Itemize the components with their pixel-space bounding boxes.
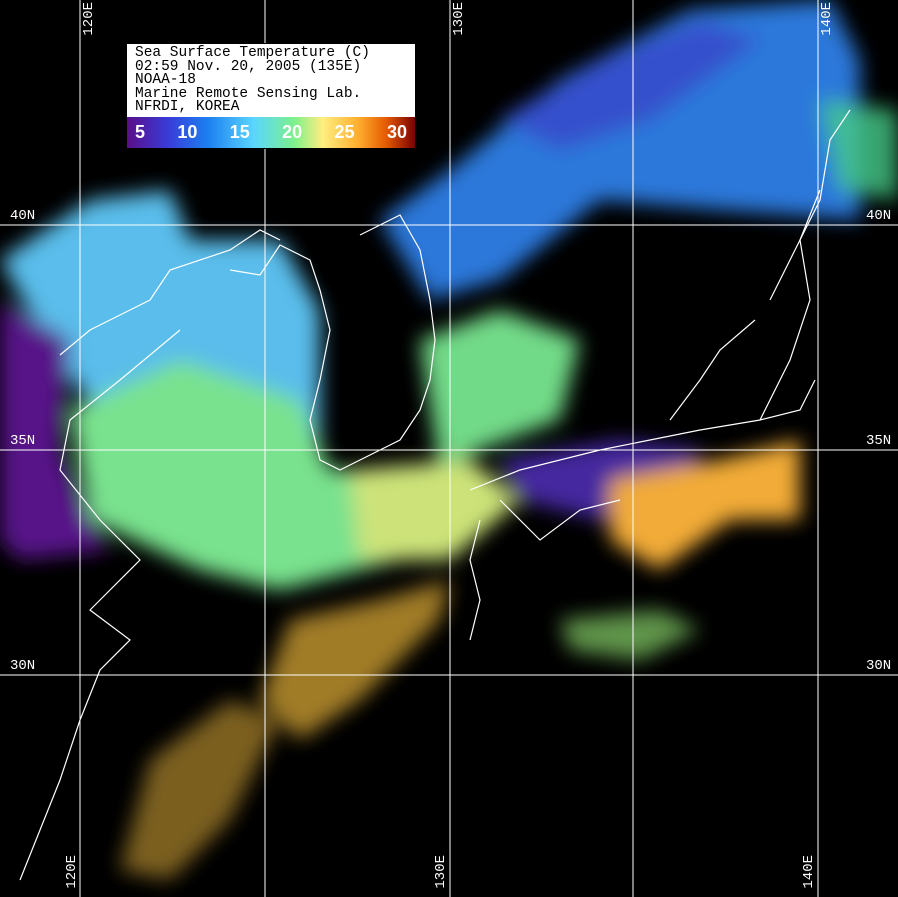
korea-strait-yellow xyxy=(350,460,520,560)
colorbar-tick: 20 xyxy=(282,121,303,142)
colorbar-tick: 5 xyxy=(135,121,146,142)
lon-label-top-140e: 140E xyxy=(819,2,835,36)
korea-coastline xyxy=(229,214,436,471)
lon-label-top-120e: 120E xyxy=(81,2,97,36)
lat-label-right-30n: 30N xyxy=(866,658,892,674)
china-coastline xyxy=(19,229,281,881)
legend-datetime: 02:59 Nov. 20, 2005 (135E) xyxy=(135,58,362,75)
legend-satellite: NOAA-18 xyxy=(135,72,196,88)
lon-label-bottom-120e: 120E xyxy=(64,855,80,889)
lat-label-left-30n: 30N xyxy=(10,658,36,674)
legend-lab: Marine Remote Sensing Lab. xyxy=(135,85,362,102)
colorbar-tick: 25 xyxy=(334,121,355,142)
lon-label-bottom-140e: 140E xyxy=(801,855,817,889)
lon-label-top-130e: 130E xyxy=(451,2,467,36)
korea-east-coast-green xyxy=(420,310,580,470)
east-china-sea-warm xyxy=(120,700,280,880)
lat-label-right-35n: 35N xyxy=(866,433,892,449)
temperature-colorbar: 5 10 15 20 25 30 xyxy=(127,116,415,148)
colorbar-tick: 10 xyxy=(177,121,198,142)
east-sea-north-cold xyxy=(380,0,860,300)
colorbar-tick: 30 xyxy=(386,121,407,142)
legend-institution: NFRDI, KOREA xyxy=(135,99,240,115)
lat-label-left-40n: 40N xyxy=(10,208,36,224)
legend-title: Sea Surface Temperature (C) xyxy=(135,45,370,61)
japan-coastline xyxy=(469,109,851,641)
pacific-south-warm xyxy=(610,440,800,570)
russia-coastline xyxy=(669,189,821,421)
kuroshio-warm xyxy=(260,580,450,740)
colorbar-tick: 15 xyxy=(229,121,250,142)
lat-label-right-40n: 40N xyxy=(866,208,892,224)
coastlines xyxy=(19,109,851,881)
china-coast-purple xyxy=(0,300,110,560)
east-sea-dark-band xyxy=(500,20,760,150)
lat-label-left-35n: 35N xyxy=(10,433,36,449)
south-japan-green xyxy=(560,610,700,660)
lon-label-bottom-130e: 130E xyxy=(433,855,449,889)
map-legend: Sea Surface Temperature (C) 02:59 Nov. 20… xyxy=(126,43,416,149)
yellow-sea-green xyxy=(70,360,440,590)
